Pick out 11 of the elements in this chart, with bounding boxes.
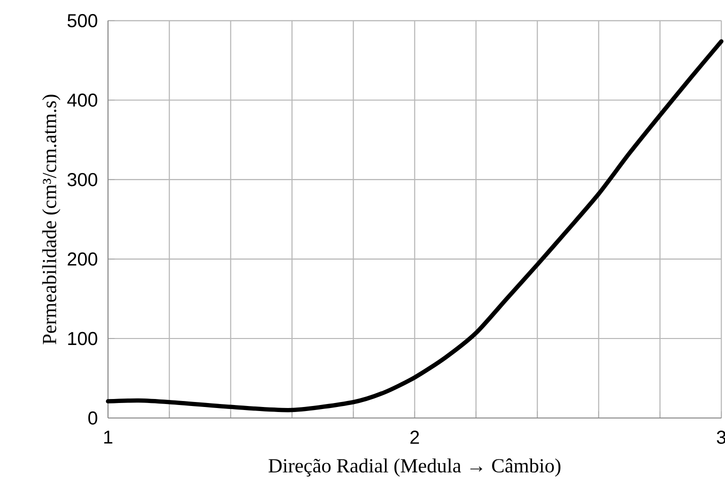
y-tick-label: 300 [68, 172, 98, 186]
y-axis-title: Permeabilidade (cm³/cm.atm.s) [42, 94, 60, 344]
y-tick-label: 0 [88, 411, 98, 425]
y-tick-label: 200 [68, 252, 98, 266]
y-tick-label: 100 [68, 332, 98, 346]
y-tick-label: 500 [68, 14, 98, 28]
x-tick-label: 1 [104, 430, 112, 444]
x-axis-title: Direção Radial (Medula → Câmbio) [268, 458, 560, 477]
y-tick-label: 400 [67, 94, 98, 107]
line-series [106, 39, 724, 412]
x-tick-label: 2 [410, 430, 419, 444]
